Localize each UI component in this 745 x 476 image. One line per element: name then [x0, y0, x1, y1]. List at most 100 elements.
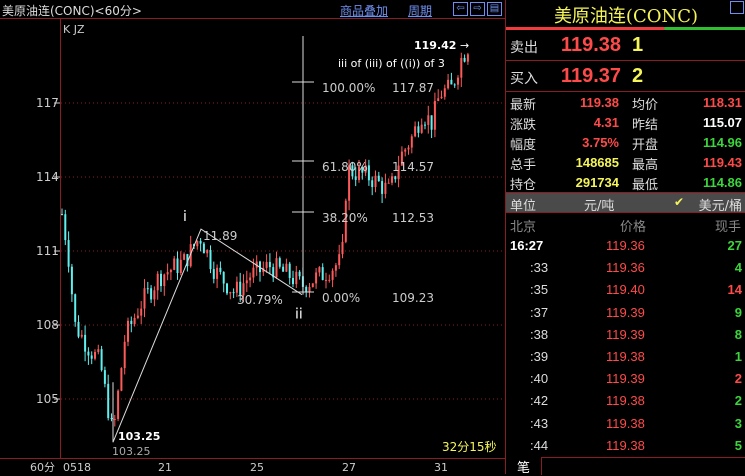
candle-body: [242, 283, 245, 296]
stat-value: 118.31: [702, 95, 742, 110]
buy-row: 买入 119.37 2: [506, 61, 745, 92]
unit-option-cny-ton[interactable]: 元/吨: [584, 199, 615, 214]
low-annotation: 103.25: [112, 445, 151, 458]
candle-body: [354, 176, 357, 180]
candle-body: [417, 126, 420, 133]
buy-price: 119.37: [560, 65, 621, 87]
y-tick-label: 111: [36, 244, 59, 258]
candle-body: [120, 368, 123, 391]
trade-time: :35: [530, 282, 549, 298]
candle-body: [123, 341, 126, 369]
candle-body: [334, 265, 337, 271]
trade-price: 119.38: [606, 349, 645, 364]
trade-price: 119.38: [606, 437, 645, 453]
candle-body: [282, 266, 285, 272]
candle-body: [226, 283, 228, 294]
overlay-link[interactable]: 商品叠加: [340, 4, 389, 18]
arrow-right-icon[interactable]: ⇨: [470, 2, 485, 16]
candle-body: [295, 271, 298, 285]
candle-body: [143, 288, 146, 309]
x-tick-label: 27: [342, 461, 356, 474]
candle-body: [176, 258, 179, 274]
candle-body: [206, 250, 209, 254]
candle-body: [430, 115, 433, 130]
trade-time: :38: [530, 326, 549, 342]
trade-time: :39: [530, 349, 549, 364]
low-annotation-bold: 103.25: [118, 430, 160, 443]
candle-body: [160, 273, 162, 287]
candle-body: [404, 149, 407, 152]
trade-time: :43: [530, 415, 549, 431]
candle-body: [400, 151, 403, 166]
fib-pct: 38.20%: [322, 211, 368, 225]
x-tick-label: 31: [434, 461, 448, 474]
candle-body: [272, 267, 275, 278]
candle-body: [229, 292, 232, 294]
stat-row: 最新 119.38 均价 118.31: [506, 93, 745, 113]
candle-body: [80, 334, 83, 337]
trade-price: 119.39: [606, 304, 645, 320]
candle-body: [219, 267, 222, 272]
trade-row: :39 119.38 1: [506, 347, 745, 369]
candle-body: [414, 126, 417, 137]
fib-value: 109.23: [392, 291, 434, 305]
candle-body: [394, 176, 397, 180]
trade-row: :42 119.38 2: [506, 391, 745, 413]
trade-volume: 9: [734, 304, 742, 320]
candle-body: [130, 320, 133, 324]
period-link[interactable]: 周期: [408, 4, 433, 18]
arrow-left-icon[interactable]: ⇦: [453, 2, 468, 16]
trade-row: :40 119.39 2: [506, 369, 745, 391]
buy-label: 买入: [510, 71, 538, 87]
trade-row: :35 119.40 14: [506, 280, 745, 302]
trade-row: :33 119.36 4: [506, 258, 745, 280]
trade-volume: 8: [734, 326, 742, 342]
candle-body: [292, 278, 294, 285]
quote-panel: 美原油连(CONC) 卖出 119.38 1 买入 119.37 2 最新 11…: [505, 0, 745, 476]
stat-value: 114.96: [702, 135, 742, 150]
candle-body: [97, 349, 100, 353]
trade-row: :38 119.39 8: [506, 325, 745, 347]
candle-body: [202, 243, 205, 254]
candle-body: [318, 267, 321, 273]
unit-option-usd-barrel[interactable]: 美元/桶: [698, 199, 742, 214]
candle-body: [259, 261, 261, 273]
panel-icon[interactable]: ▤: [487, 2, 502, 16]
candle-body: [252, 267, 255, 278]
candle-body: [103, 370, 106, 384]
trade-row: 16:27 119.36 27: [506, 236, 745, 258]
candle-body: [64, 214, 67, 241]
candle-body: [133, 317, 136, 324]
stat-label: 最低: [632, 178, 659, 193]
candle-body: [209, 250, 212, 270]
maximize-icon[interactable]: [730, 1, 744, 14]
candle-body: [169, 269, 172, 273]
candle-body: [107, 383, 110, 419]
candle-body: [74, 294, 77, 322]
candle-body: [338, 254, 341, 266]
fib-pct: 100.00%: [322, 81, 375, 95]
candle-body: [100, 349, 103, 371]
quote-title-row: 美原油连(CONC): [506, 0, 745, 28]
candle-body: [298, 271, 301, 277]
stat-value: 114.86: [702, 175, 742, 190]
candle-body: [367, 165, 370, 181]
candle-body: [358, 167, 360, 180]
trade-row: :44 119.38 5: [506, 436, 745, 458]
trade-volume: 2: [734, 393, 742, 409]
candle-body: [173, 258, 176, 270]
stat-row: 总手 148685 最高 119.43: [506, 153, 745, 173]
trade-time: :37: [530, 304, 549, 320]
stat-label: 持仓: [510, 178, 537, 193]
candle-body: [212, 269, 215, 279]
candle-body: [67, 240, 70, 267]
candle-body: [84, 334, 87, 352]
candle-body: [275, 258, 278, 278]
candle-body: [232, 292, 235, 294]
candle-body: [70, 266, 73, 295]
tab-ticks[interactable]: 笔: [506, 457, 542, 476]
candle-body: [150, 288, 153, 300]
stat-label: 总手: [510, 158, 537, 173]
stat-row: 幅度 3.75% 开盘 114.96: [506, 133, 745, 153]
